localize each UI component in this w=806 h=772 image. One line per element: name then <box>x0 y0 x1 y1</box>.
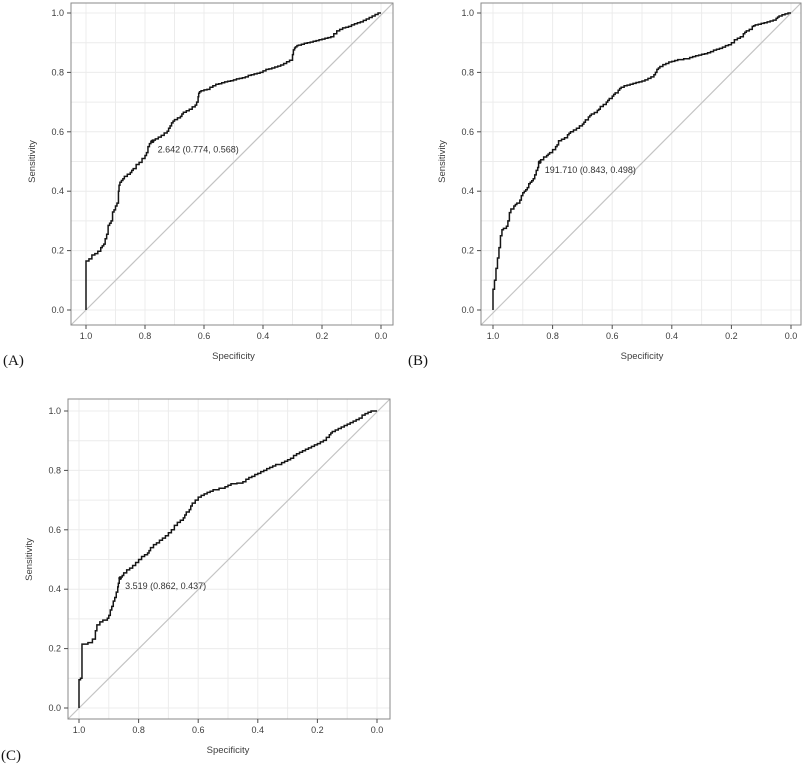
y-tick-label: 1.0 <box>51 8 64 18</box>
plot-border <box>67 398 391 720</box>
x-tick-label: 0.6 <box>198 331 211 341</box>
x-tick-label: 0.4 <box>252 725 265 735</box>
x-axis-label: Specificity <box>212 351 255 362</box>
best-threshold-annotation: 3.519 (0.862, 0.437) <box>125 581 206 591</box>
panel-letter-b: (B) <box>408 353 428 369</box>
roc-panel-c: 1.0 0.8 0.6 0.4 0.2 0.0 0.0 0.2 0.4 0.6 0.8 1.0 Spec… <box>24 398 391 756</box>
plot-border <box>70 2 394 326</box>
y-tick-label: 0.4 <box>48 584 61 594</box>
y-axis-label: Sensitivity <box>437 140 448 183</box>
best-threshold-point <box>118 576 122 581</box>
grid-b <box>481 3 801 325</box>
y-axis-label: Sensitivity <box>24 538 35 581</box>
diagonal-reference-line <box>480 2 802 326</box>
x-tick-label: 1.0 <box>487 331 500 341</box>
best-threshold-annotation: 2.642 (0.774, 0.568) <box>158 144 239 154</box>
y-tick-label: 0.2 <box>461 246 474 256</box>
best-threshold-point <box>150 139 155 144</box>
plot-border <box>480 2 802 326</box>
roc-panel-b: 1.0 0.8 0.6 0.4 0.2 0.0 0.0 0.2 0.4 0.6 0.8 1.0 Spec… <box>437 2 802 362</box>
y-tick-label: 1.0 <box>461 8 474 18</box>
x-tick-label: 0.4 <box>666 331 679 341</box>
roc-curve <box>85 12 381 310</box>
x-tick-label: 1.0 <box>80 331 93 341</box>
y-tick-label: 0.8 <box>461 67 474 77</box>
y-tick-label: 1.0 <box>48 406 61 416</box>
x-tick-label: 0.0 <box>371 725 384 735</box>
x-axis-label: Specificity <box>621 351 664 362</box>
x-tick-label: 0.2 <box>311 725 324 735</box>
x-tick-label: 0.8 <box>546 331 559 341</box>
x-tick-label: 0.6 <box>606 331 619 341</box>
y-axis-label: Sensitivity <box>27 140 38 183</box>
x-tick-label: 0.6 <box>192 725 205 735</box>
panel-letter-c: (C) <box>1 748 21 764</box>
diagonal-reference-line <box>67 398 391 720</box>
y-tick-label: 0.2 <box>48 644 61 654</box>
best-threshold-annotation: 191.710 (0.843, 0.498) <box>545 165 636 175</box>
x-tick-label: 0.0 <box>785 331 798 341</box>
x-tick-label: 0.2 <box>725 331 738 341</box>
roc-curve <box>492 12 791 310</box>
y-tick-label: 0.8 <box>51 67 64 77</box>
roc-panel-a: 1.0 0.8 0.6 0.4 0.2 0.0 0.0 0.2 0.4 0.6 0.8 1.0 Spec… <box>27 2 394 362</box>
best-threshold-point <box>537 160 542 164</box>
diagonal-reference-line <box>70 2 394 326</box>
y-tick-label: 0.0 <box>51 305 64 315</box>
x-tick-label: 0.0 <box>375 331 388 341</box>
x-tick-label: 0.8 <box>139 331 152 341</box>
x-axis-label: Specificity <box>207 745 250 756</box>
x-tick-label: 1.0 <box>73 725 86 735</box>
x-tick-label: 0.8 <box>132 725 145 735</box>
roc-curve <box>78 410 377 708</box>
y-tick-label: 0.8 <box>48 465 61 475</box>
y-tick-label: 0.0 <box>48 703 61 713</box>
x-tick-label: 0.4 <box>257 331 270 341</box>
y-tick-label: 0.0 <box>461 305 474 315</box>
y-tick-label: 0.6 <box>51 127 64 137</box>
y-tick-label: 0.2 <box>51 246 64 256</box>
y-tick-label: 0.6 <box>48 525 61 535</box>
y-tick-label: 0.4 <box>51 186 64 196</box>
panel-letter-a: (A) <box>3 353 24 369</box>
x-tick-label: 0.2 <box>316 331 329 341</box>
grid-a <box>71 3 393 325</box>
y-tick-label: 0.4 <box>461 186 474 196</box>
y-tick-label: 0.6 <box>461 127 474 137</box>
